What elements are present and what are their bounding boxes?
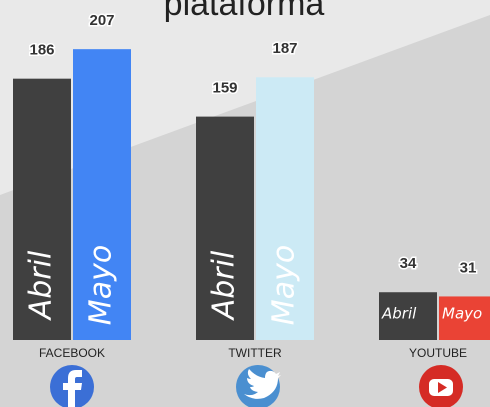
series-label: Mayo: [267, 245, 302, 325]
bar: [13, 78, 71, 341]
bar: [196, 116, 254, 340]
value-label: 31: [460, 259, 477, 276]
icons: [50, 365, 463, 407]
x-tick-label: FACEBOOK: [39, 346, 105, 360]
youtube-play: [438, 382, 447, 393]
value-label: 159: [212, 80, 237, 97]
series-label: Abril: [24, 250, 59, 321]
series-label: Abril: [207, 250, 242, 321]
chart-title: plataforma: [164, 0, 325, 23]
bar: [256, 77, 314, 340]
value-label: 186: [29, 42, 54, 59]
facebook-glyph: [63, 370, 82, 407]
value-label: 34: [400, 255, 417, 272]
series-label: Mayo: [442, 305, 482, 323]
value-label: 207: [89, 12, 114, 29]
series-label: Abril: [381, 305, 417, 323]
bar: [379, 292, 437, 340]
series-label: Mayo: [84, 245, 119, 325]
x-tick-label: TWITTER: [228, 346, 282, 360]
twitter-glyph: [244, 369, 281, 399]
bar: [439, 296, 490, 340]
x-tick-label: YOUTUBE: [409, 346, 467, 360]
value-label: 187: [272, 40, 297, 57]
bar: [73, 49, 131, 340]
